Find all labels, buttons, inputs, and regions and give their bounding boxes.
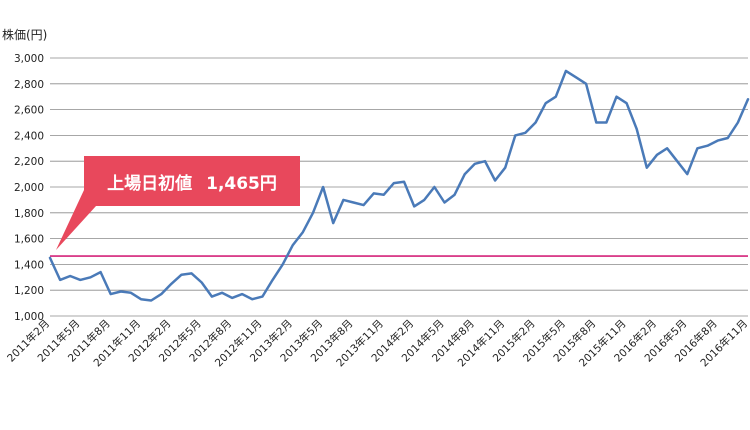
y-tick-label: 2,000 [14, 182, 44, 194]
listing-price-callout: 上場日初値 1,465円 [84, 156, 300, 206]
y-tick-label: 1,000 [14, 311, 44, 323]
y-tick-label: 2,600 [14, 105, 44, 117]
y-tick-label: 1,600 [14, 234, 44, 246]
y-tick-label: 2,200 [14, 156, 44, 168]
y-tick-label: 2,800 [14, 79, 44, 91]
y-tick-label: 1,400 [14, 259, 44, 271]
y-axis-label: 株価(円) [2, 28, 48, 42]
callout-label: 上場日初値 [107, 173, 193, 194]
y-tick-label: 2,400 [14, 130, 44, 142]
y-tick-label: 3,000 [14, 53, 44, 65]
y-tick-label: 1,800 [14, 208, 44, 220]
y-tick-label: 1,200 [14, 285, 44, 297]
callout-value: 1,465円 [206, 173, 277, 194]
price-series-line [48, 69, 750, 302]
